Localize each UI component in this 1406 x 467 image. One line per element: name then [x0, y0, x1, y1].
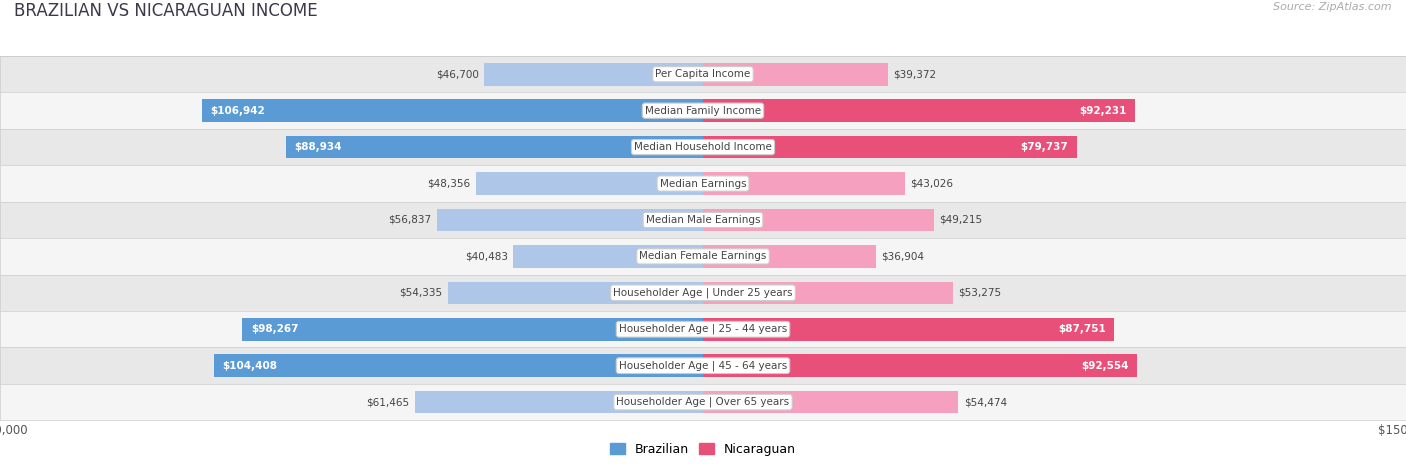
- Text: $46,700: $46,700: [436, 69, 478, 79]
- Bar: [477, 172, 703, 195]
- Text: Median Household Income: Median Household Income: [634, 142, 772, 152]
- FancyBboxPatch shape: [0, 56, 1406, 92]
- Bar: [703, 172, 904, 195]
- Text: Median Earnings: Median Earnings: [659, 178, 747, 189]
- FancyBboxPatch shape: [0, 165, 1406, 202]
- Text: $43,026: $43,026: [910, 178, 953, 189]
- Bar: [513, 245, 703, 268]
- Text: Householder Age | 45 - 64 years: Householder Age | 45 - 64 years: [619, 361, 787, 371]
- Bar: [703, 63, 887, 85]
- Text: Householder Age | Under 25 years: Householder Age | Under 25 years: [613, 288, 793, 298]
- Text: $87,751: $87,751: [1059, 324, 1107, 334]
- Text: $79,737: $79,737: [1021, 142, 1069, 152]
- Text: $39,372: $39,372: [893, 69, 936, 79]
- Text: $54,335: $54,335: [399, 288, 443, 298]
- Bar: [242, 318, 703, 340]
- Text: Householder Age | 25 - 44 years: Householder Age | 25 - 44 years: [619, 324, 787, 334]
- FancyBboxPatch shape: [0, 238, 1406, 275]
- Text: $53,275: $53,275: [959, 288, 1001, 298]
- Text: BRAZILIAN VS NICARAGUAN INCOME: BRAZILIAN VS NICARAGUAN INCOME: [14, 2, 318, 21]
- Text: Median Male Earnings: Median Male Earnings: [645, 215, 761, 225]
- Text: $98,267: $98,267: [250, 324, 298, 334]
- Bar: [703, 245, 876, 268]
- Bar: [703, 318, 1115, 340]
- FancyBboxPatch shape: [0, 384, 1406, 420]
- Text: $48,356: $48,356: [427, 178, 471, 189]
- Text: $61,465: $61,465: [366, 397, 409, 407]
- Bar: [437, 209, 703, 231]
- Bar: [703, 282, 953, 304]
- Bar: [703, 391, 959, 413]
- Text: Median Family Income: Median Family Income: [645, 106, 761, 116]
- Bar: [703, 136, 1077, 158]
- Text: $88,934: $88,934: [295, 142, 342, 152]
- FancyBboxPatch shape: [0, 129, 1406, 165]
- Text: $92,231: $92,231: [1080, 106, 1126, 116]
- Text: Per Capita Income: Per Capita Income: [655, 69, 751, 79]
- Bar: [214, 354, 703, 377]
- Text: Householder Age | Over 65 years: Householder Age | Over 65 years: [616, 397, 790, 407]
- Bar: [484, 63, 703, 85]
- Bar: [703, 354, 1137, 377]
- Bar: [287, 136, 703, 158]
- Text: $49,215: $49,215: [939, 215, 983, 225]
- Text: $36,904: $36,904: [882, 251, 925, 262]
- Bar: [415, 391, 703, 413]
- FancyBboxPatch shape: [0, 347, 1406, 384]
- Bar: [449, 282, 703, 304]
- Text: Source: ZipAtlas.com: Source: ZipAtlas.com: [1274, 2, 1392, 12]
- FancyBboxPatch shape: [0, 311, 1406, 347]
- Text: $54,474: $54,474: [965, 397, 1007, 407]
- FancyBboxPatch shape: [0, 202, 1406, 238]
- Text: $40,483: $40,483: [464, 251, 508, 262]
- Text: $104,408: $104,408: [222, 361, 277, 371]
- FancyBboxPatch shape: [0, 275, 1406, 311]
- Bar: [703, 209, 934, 231]
- Text: $56,837: $56,837: [388, 215, 432, 225]
- Bar: [202, 99, 703, 122]
- Legend: Brazilian, Nicaraguan: Brazilian, Nicaraguan: [605, 438, 801, 461]
- Text: Median Female Earnings: Median Female Earnings: [640, 251, 766, 262]
- Text: $106,942: $106,942: [211, 106, 264, 116]
- Bar: [703, 99, 1135, 122]
- Text: $92,554: $92,554: [1081, 361, 1129, 371]
- FancyBboxPatch shape: [0, 92, 1406, 129]
